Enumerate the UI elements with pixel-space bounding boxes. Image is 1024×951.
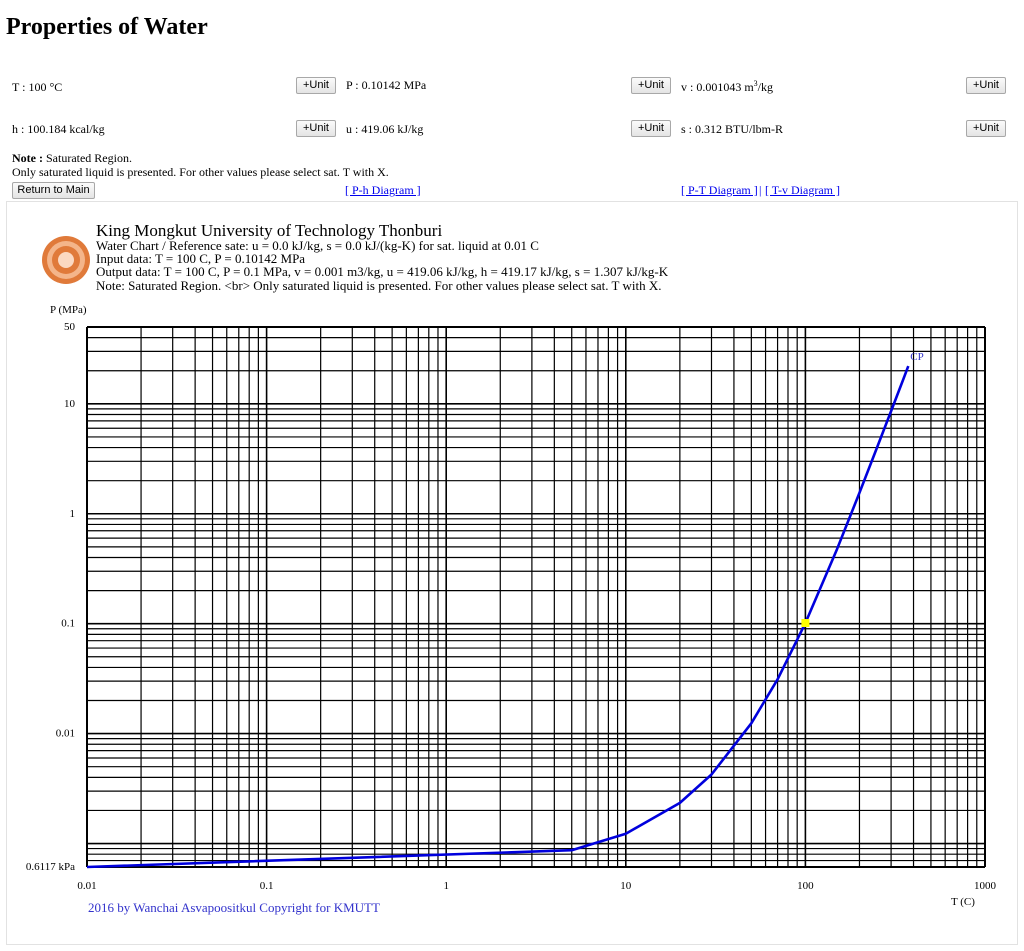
chart-frame [6,201,1018,945]
enthalpy-unit-button[interactable]: +Unit [296,120,336,137]
link-separator: | [759,183,762,197]
logo-core [58,252,74,268]
x-tick-label: 100 [797,880,814,892]
specific-volume-unit: /kg [757,80,774,94]
tv-diagram-link[interactable]: [ T-v Diagram ] [765,183,840,197]
region-note: Note : Saturated Region. Only saturated … [12,151,389,179]
x-axis-label: T (C) [951,896,975,908]
y-axis-label: P (MPa) [50,304,87,316]
x-tick-label: 1000 [974,880,997,892]
copyright-text: 2016 by Wanchai Asvapoositkul Copyright … [88,900,380,915]
chart-series: CP [86,351,924,869]
y-tick-label: 0.6117 kPa [26,861,75,873]
kmutt-logo [42,236,90,284]
page-title: Properties of Water [6,14,208,40]
y-tick-label: 50 [64,321,76,333]
chart-input-line: Input data: T = 100 C, P = 0.10142 MPa [96,251,305,266]
entropy-unit-button[interactable]: +Unit [966,120,1006,137]
chart-output-line: Output data: T = 100 C, P = 0.1 MPa, v =… [96,264,669,279]
specific-volume-exponent: 3 [753,79,758,88]
pt-diagram-link[interactable]: [ P-T Diagram ] [681,183,758,197]
temperature-unit-button[interactable]: +Unit [296,77,336,94]
y-tick-label: 10 [64,398,76,410]
chart-reference-line: Water Chart / Reference sate: u = 0.0 kJ… [96,238,539,253]
specific-volume-number: v : 0.001043 m [681,80,754,94]
x-tick-label: 10 [620,880,632,892]
temperature-value: T : 100 °C [12,80,63,94]
return-to-main-button[interactable]: Return to Main [12,182,95,199]
pressure-unit-button[interactable]: +Unit [631,77,671,94]
chart-note-line: Note: Saturated Region. <br> Only satura… [96,278,661,293]
internal-energy-value: u : 419.06 kJ/kg [346,122,424,136]
institution-name: King Mongkut University of Technology Th… [96,221,442,240]
saturation-curve-line [86,365,910,869]
note-label: Note : [12,151,43,165]
x-tick-label: 0.01 [77,880,96,892]
critical-point-label: CP [910,351,923,363]
pressure-value: P : 0.10142 MPa [346,78,427,92]
y-tick-label: 0.1 [61,618,75,630]
x-tick-label: 0.1 [260,880,274,892]
state-point-marker [801,619,810,628]
internal-energy-unit-button[interactable]: +Unit [631,120,671,137]
y-tick-label: 0.01 [56,728,75,740]
entropy-value: s : 0.312 BTU/lbm-R [681,122,784,136]
ph-diagram-link[interactable]: [ P-h Diagram ] [345,183,421,197]
specific-volume-value: v : 0.001043 m3/kg [681,79,773,95]
note-detail: Only saturated liquid is presented. For … [12,165,389,179]
y-tick-label: 1 [70,508,76,520]
x-tick-label: 1 [443,880,449,892]
note-region: Saturated Region. [42,151,132,165]
specific-volume-unit-button[interactable]: +Unit [966,77,1006,94]
chart-grid [86,326,986,868]
enthalpy-value: h : 100.184 kcal/kg [12,122,105,136]
